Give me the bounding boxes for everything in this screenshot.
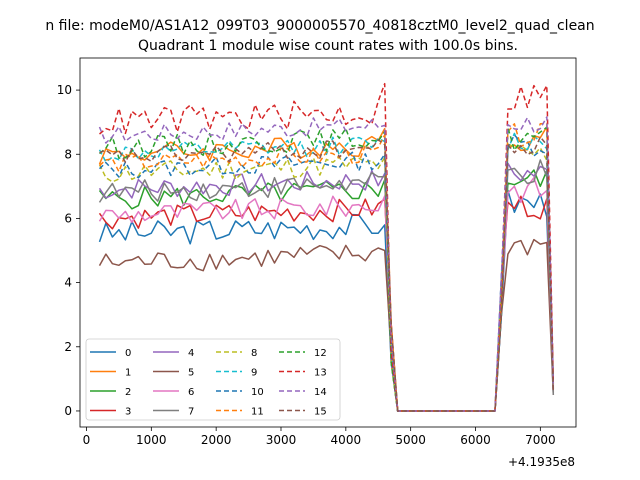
legend-label-2: 2 — [125, 387, 131, 398]
legend-label-12: 12 — [314, 348, 327, 359]
y-tick-label-0: 0 — [64, 404, 72, 418]
y-tick-label-10: 10 — [57, 83, 72, 97]
y-tick-label-6: 6 — [64, 211, 72, 225]
plot-area — [98, 82, 555, 412]
legend-label-7: 7 — [188, 407, 194, 418]
x-tick-label-0: 0 — [83, 433, 91, 447]
legend-label-6: 6 — [188, 387, 194, 398]
x-tick-label-4000: 4000 — [331, 433, 362, 447]
y-tick-label-4: 4 — [64, 276, 72, 290]
legend-label-5: 5 — [188, 368, 194, 379]
y-tick-label-2: 2 — [64, 340, 72, 354]
x-offset-label: +4.1935e8 — [508, 455, 575, 469]
x-tick-label-1000: 1000 — [136, 433, 167, 447]
x-tick-label-5000: 5000 — [395, 433, 426, 447]
chart-title: Quadrant 1 module wise count rates with … — [138, 38, 518, 54]
legend-label-4: 4 — [188, 348, 194, 359]
x-tick-label-3000: 3000 — [266, 433, 297, 447]
x-tick-label-2000: 2000 — [201, 433, 232, 447]
legend-label-11: 11 — [251, 407, 264, 418]
x-tick-label-7000: 7000 — [525, 433, 556, 447]
legend-label-3: 3 — [125, 407, 131, 418]
legend-label-8: 8 — [251, 348, 257, 359]
axes-frame — [79, 57, 577, 428]
legend-label-10: 10 — [251, 387, 264, 398]
legend-label-1: 1 — [125, 368, 131, 379]
legend-label-15: 15 — [314, 407, 327, 418]
y-tick-label-8: 8 — [64, 147, 72, 161]
legend-label-9: 9 — [251, 368, 257, 379]
x-tick-label-6000: 6000 — [460, 433, 491, 447]
legend-label-0: 0 — [125, 348, 131, 359]
figure-suptitle: n file: modeM0/AS1A12_099T03_9000005570_… — [45, 18, 594, 34]
legend-box — [85, 338, 341, 421]
legend-label-13: 13 — [314, 368, 327, 379]
series-line-15 — [99, 136, 555, 412]
legend-label-14: 14 — [314, 387, 327, 398]
